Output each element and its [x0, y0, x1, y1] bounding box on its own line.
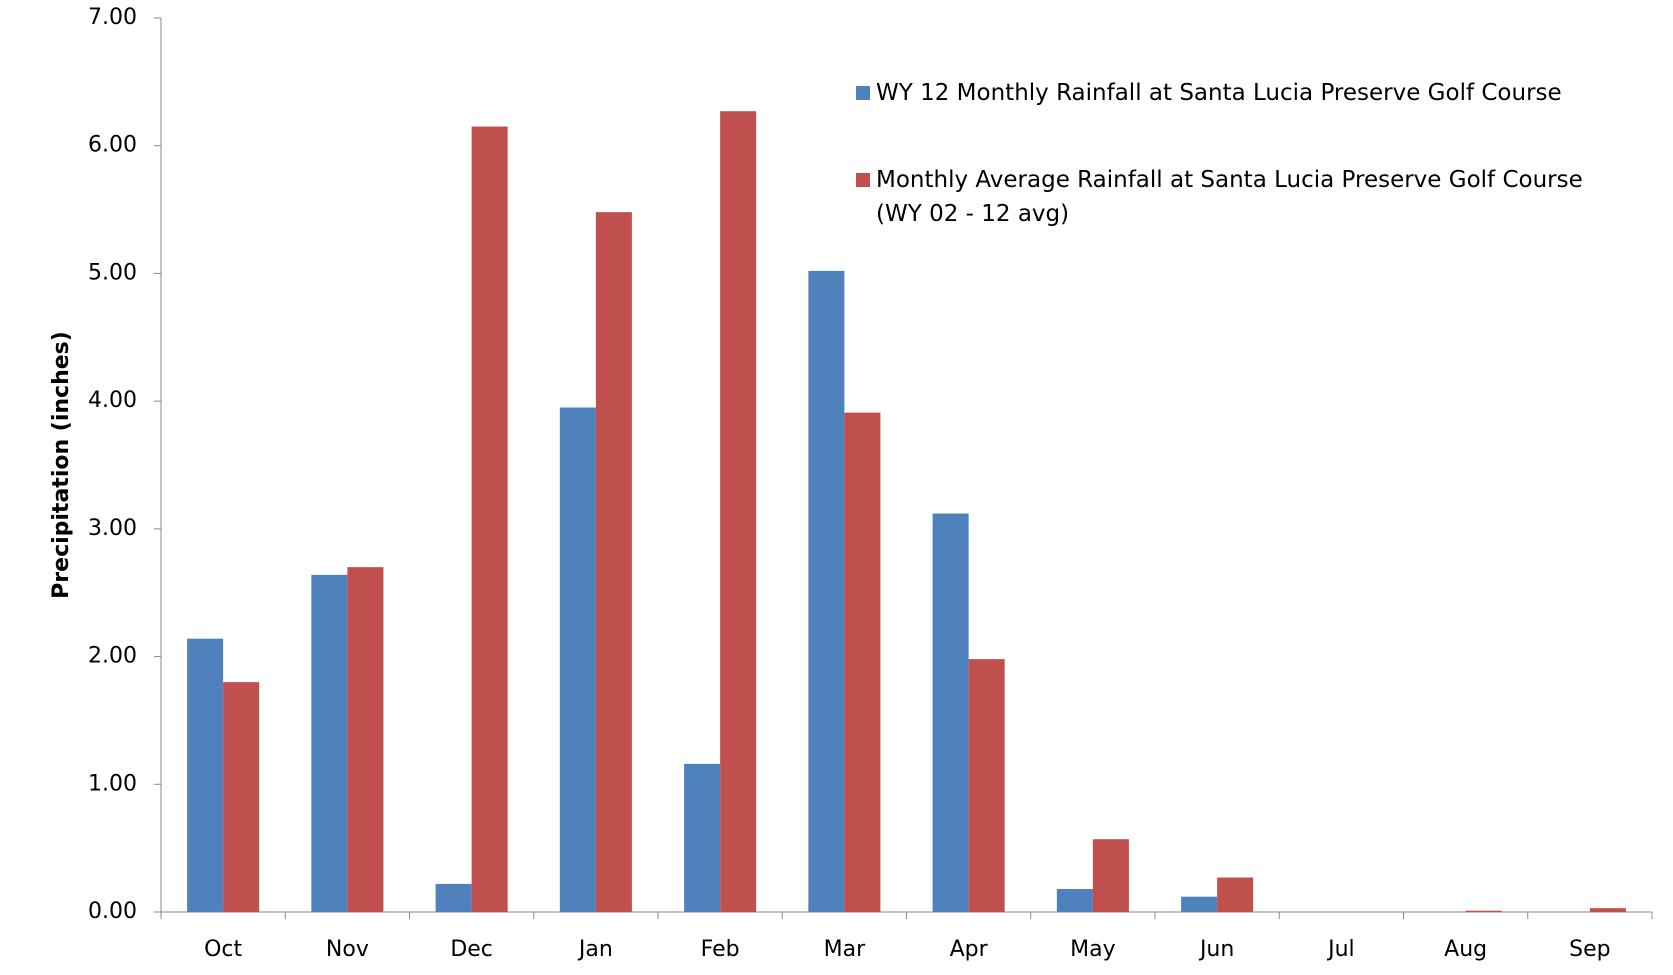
- x-tick-label: May: [1070, 937, 1115, 962]
- bar: [223, 682, 260, 912]
- x-tick-label: Apr: [950, 937, 989, 962]
- bar: [968, 659, 1005, 912]
- x-tick-label: Mar: [824, 937, 866, 962]
- x-tick-label: Dec: [450, 937, 493, 962]
- bar: [684, 763, 721, 912]
- x-tick-label: Jul: [1326, 937, 1355, 962]
- legend-item: WY 12 Monthly Rainfall at Santa Lucia Pr…: [856, 76, 1562, 110]
- y-tick-label: 0.00: [88, 899, 137, 924]
- legend-swatch: [856, 86, 870, 100]
- bar: [435, 883, 472, 912]
- bar: [595, 212, 632, 912]
- bar: [1465, 910, 1502, 912]
- bar: [1181, 896, 1218, 912]
- y-tick-label: 7.00: [88, 5, 137, 30]
- bar: [1092, 839, 1129, 912]
- bar: [1217, 877, 1254, 912]
- x-tick-label: Jun: [1198, 937, 1234, 962]
- bar: [808, 270, 845, 913]
- bar: [932, 513, 969, 912]
- y-axis-label: Precipitation (inches): [49, 331, 74, 599]
- y-tick-label: 4.00: [88, 388, 137, 413]
- legend-swatch: [856, 173, 870, 187]
- x-tick-label: Feb: [701, 937, 740, 962]
- x-tick-label: Aug: [1444, 937, 1487, 962]
- bar: [1056, 889, 1093, 912]
- x-tick-label: Jan: [577, 937, 613, 962]
- bar: [559, 407, 596, 912]
- x-tick-label: Oct: [204, 937, 242, 962]
- legend-item: Monthly Average Rainfall at Santa Lucia …: [856, 163, 1583, 231]
- bar: [347, 567, 384, 912]
- x-tick-label: Sep: [1569, 937, 1610, 962]
- y-tick-label: 1.00: [88, 771, 137, 796]
- y-tick-label: 5.00: [88, 260, 137, 285]
- legend-label: Monthly Average Rainfall at Santa Lucia …: [876, 167, 1583, 227]
- bar: [311, 574, 348, 912]
- y-tick-label: 3.00: [88, 516, 137, 541]
- y-tick-label: 6.00: [88, 133, 137, 158]
- legend-label: WY 12 Monthly Rainfall at Santa Lucia Pr…: [876, 80, 1562, 106]
- y-tick-label: 2.00: [88, 644, 137, 669]
- bar: [187, 638, 224, 912]
- bar: [1589, 908, 1626, 912]
- bar: [471, 126, 508, 913]
- x-tick-label: Nov: [326, 937, 369, 962]
- bar: [844, 412, 881, 912]
- bar: [720, 111, 757, 912]
